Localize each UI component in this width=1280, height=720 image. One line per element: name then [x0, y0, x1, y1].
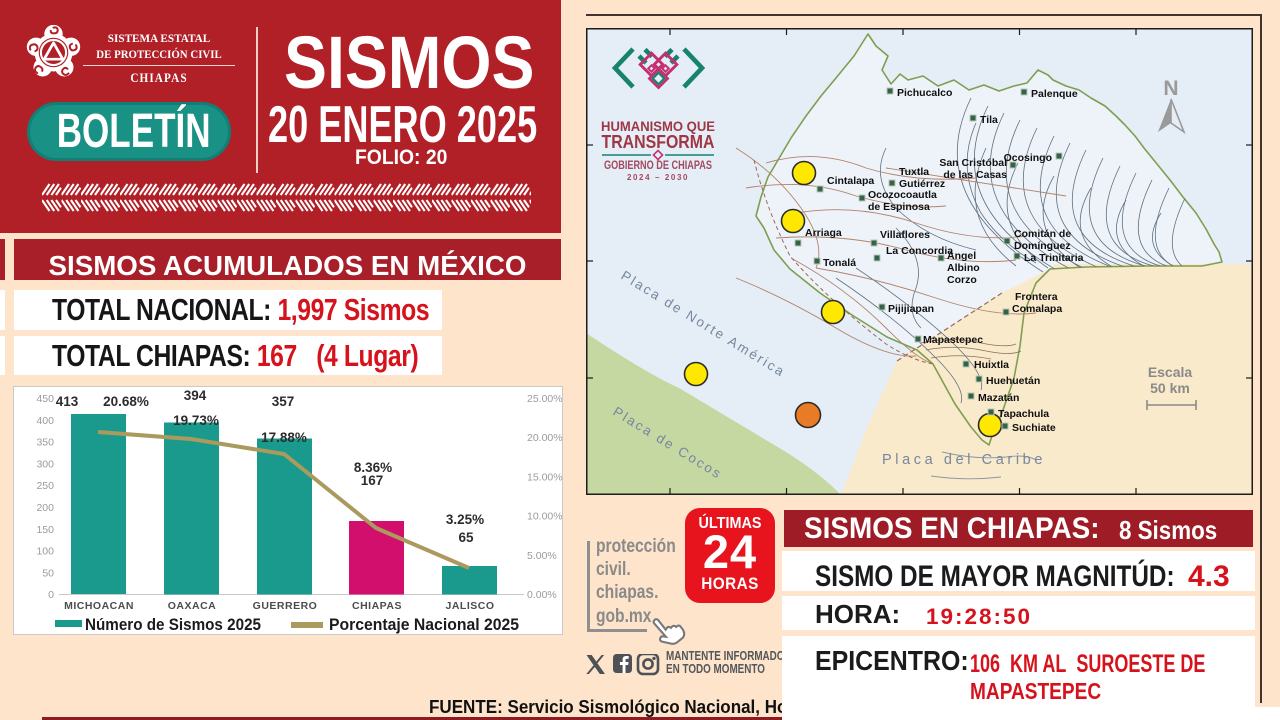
svg-text:25.00%: 25.00%	[527, 393, 562, 405]
svg-text:19.73%: 19.73%	[173, 413, 219, 428]
svg-text:150: 150	[36, 524, 54, 536]
svg-text:Arriaga: Arriaga	[805, 227, 842, 239]
svg-text:Mapastepec: Mapastepec	[923, 334, 983, 346]
svg-text:TRANSFORMA: TRANSFORMA	[602, 132, 715, 152]
svg-text:San Cristóbal: San Cristóbal	[939, 157, 1007, 169]
svg-text:Cintalapa: Cintalapa	[827, 175, 874, 187]
svg-text:Pichucalco: Pichucalco	[897, 87, 952, 99]
svg-text:Suchiate: Suchiate	[1012, 422, 1056, 434]
svg-text:Comalapa: Comalapa	[1012, 303, 1062, 315]
svg-text:Angel: Angel	[947, 250, 976, 262]
svg-text:100: 100	[36, 546, 54, 558]
svg-text:Número de Sismos 2025: Número de Sismos 2025	[85, 616, 261, 634]
svg-text:Tapachula: Tapachula	[998, 408, 1049, 420]
svg-text:Comitán de: Comitán de	[1014, 228, 1071, 240]
svg-text:Huehuetán: Huehuetán	[986, 375, 1040, 387]
svg-text:5.00%: 5.00%	[527, 550, 557, 562]
svg-text:20.00%: 20.00%	[527, 432, 562, 444]
svg-text:357: 357	[272, 394, 295, 409]
svg-text:N: N	[1163, 77, 1178, 100]
svg-text:Domínguez: Domínguez	[1014, 240, 1071, 252]
svg-text:Pijijiapan: Pijijiapan	[888, 303, 934, 315]
svg-text:JALISCO: JALISCO	[445, 600, 494, 612]
svg-text:400: 400	[36, 415, 54, 427]
svg-text:Huixtla: Huixtla	[974, 359, 1009, 371]
svg-text:3.25%: 3.25%	[446, 512, 484, 527]
svg-text:Villaflores: Villaflores	[880, 229, 930, 241]
svg-text:20.68%: 20.68%	[103, 394, 149, 409]
svg-text:50 km: 50 km	[1150, 380, 1190, 396]
svg-text:HUMANISMO QUE: HUMANISMO QUE	[601, 118, 715, 134]
svg-text:Palenque: Palenque	[1031, 88, 1078, 100]
svg-text:de Espinosa: de Espinosa	[868, 201, 930, 213]
svg-text:394: 394	[184, 388, 207, 403]
svg-text:17.88%: 17.88%	[261, 430, 307, 445]
svg-text:Tuxtla: Tuxtla	[899, 166, 929, 178]
svg-text:CHIAPAS: CHIAPAS	[352, 600, 402, 612]
svg-text:La Trinitaria: La Trinitaria	[1024, 252, 1084, 264]
svg-text:250: 250	[36, 480, 54, 492]
svg-text:Tila: Tila	[980, 114, 998, 126]
svg-text:0.00%: 0.00%	[527, 589, 557, 601]
svg-text:8.36%: 8.36%	[354, 460, 392, 475]
svg-text:450: 450	[36, 393, 54, 405]
svg-text:350: 350	[36, 437, 54, 449]
svg-text:15.00%: 15.00%	[527, 471, 562, 483]
svg-text:OAXACA: OAXACA	[168, 600, 217, 612]
svg-text:de las Casas: de las Casas	[943, 169, 1007, 181]
svg-text:Porcentaje Nacional 2025: Porcentaje Nacional 2025	[329, 616, 519, 634]
svg-text:10.00%: 10.00%	[527, 511, 562, 523]
svg-text:Tonalá: Tonalá	[823, 257, 856, 269]
svg-text:65: 65	[458, 530, 474, 545]
svg-text:Frontera: Frontera	[1015, 291, 1058, 303]
svg-text:Escala: Escala	[1148, 364, 1193, 380]
svg-text:MICHOACAN: MICHOACAN	[64, 600, 134, 612]
svg-text:La Concordia: La Concordia	[886, 245, 953, 257]
svg-text:50: 50	[42, 567, 54, 579]
svg-text:167: 167	[361, 473, 384, 488]
svg-text:Ocosingo: Ocosingo	[1004, 152, 1052, 164]
svg-text:Ocozocoautla: Ocozocoautla	[868, 189, 937, 201]
svg-text:GUERRERO: GUERRERO	[253, 600, 318, 612]
svg-text:GOBIERNO DE CHIAPAS: GOBIERNO DE CHIAPAS	[604, 160, 712, 172]
svg-text:2024 – 2030: 2024 – 2030	[627, 173, 689, 182]
svg-text:Corzo: Corzo	[947, 274, 977, 286]
svg-text:413: 413	[56, 394, 79, 409]
svg-text:200: 200	[36, 502, 54, 514]
svg-text:Albino: Albino	[947, 262, 980, 274]
svg-text:Placa del Caribe: Placa del Caribe	[882, 452, 1046, 468]
svg-text:Mazatán: Mazatán	[978, 392, 1019, 404]
svg-text:300: 300	[36, 458, 54, 470]
svg-text:0: 0	[48, 589, 54, 601]
svg-text:Gutiérrez: Gutiérrez	[899, 178, 945, 190]
